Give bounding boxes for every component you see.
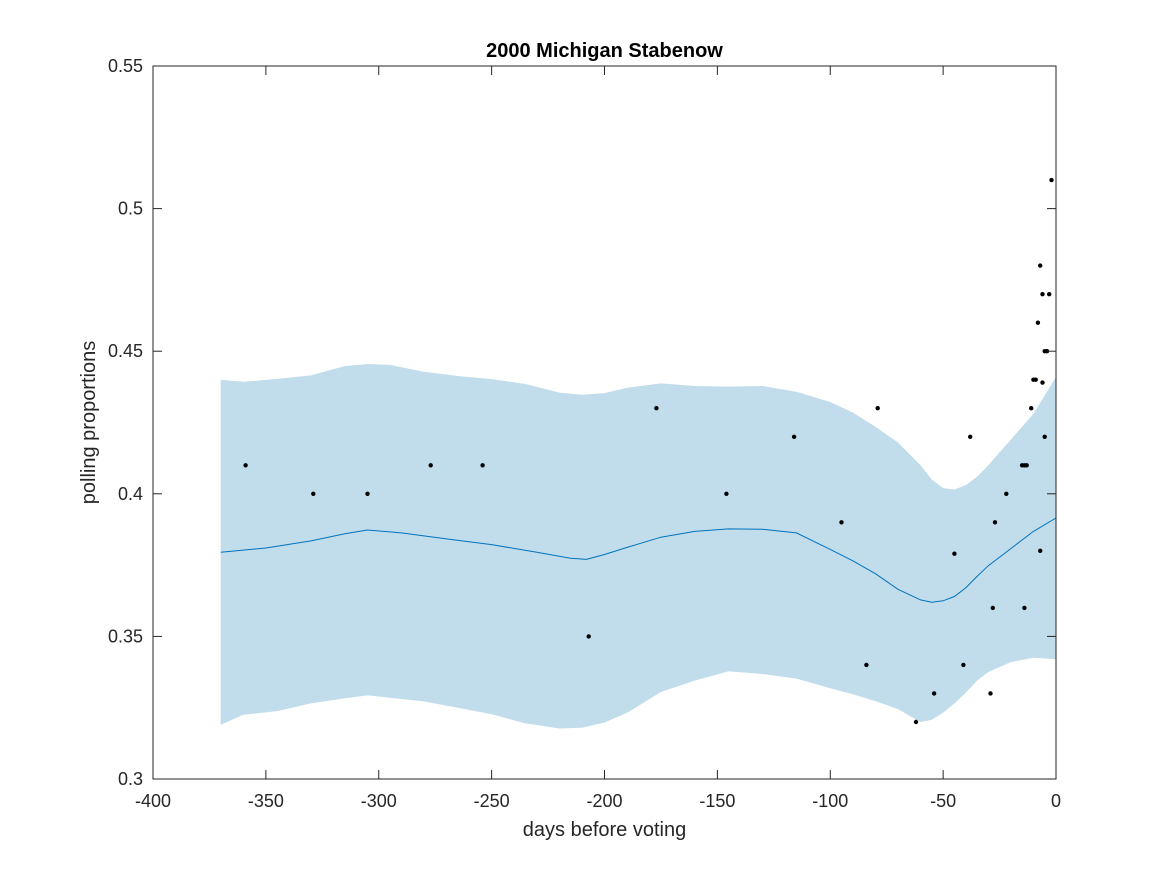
data-point bbox=[1029, 406, 1034, 411]
x-tick-label: -50 bbox=[930, 791, 956, 811]
data-point bbox=[365, 491, 370, 496]
data-point bbox=[992, 520, 998, 525]
y-tick-label: 0.35 bbox=[108, 626, 143, 646]
data-point bbox=[428, 463, 433, 468]
x-tick-label: -350 bbox=[248, 791, 284, 811]
data-point bbox=[1038, 548, 1043, 553]
data-point bbox=[864, 662, 869, 668]
data-point bbox=[968, 434, 973, 439]
y-tick-label: 0.4 bbox=[118, 484, 143, 504]
data-point bbox=[1004, 491, 1009, 496]
trend-line bbox=[220, 517, 1057, 603]
data-point bbox=[1042, 434, 1047, 439]
data-point bbox=[1047, 292, 1052, 297]
x-tick-label: -150 bbox=[699, 791, 735, 811]
y-tick-label: 0.5 bbox=[118, 199, 143, 219]
x-axis-label: days before voting bbox=[523, 819, 686, 841]
data-point bbox=[1040, 380, 1045, 385]
data-point bbox=[1022, 605, 1027, 611]
data-point bbox=[1040, 292, 1045, 297]
data-point bbox=[1038, 263, 1043, 268]
data-point bbox=[311, 491, 316, 496]
y-tick-label: 0.45 bbox=[108, 341, 143, 361]
y-tick-label: 0.3 bbox=[118, 769, 143, 789]
y-tick-label: 0.55 bbox=[108, 56, 143, 76]
x-tick-label: -300 bbox=[361, 791, 397, 811]
ticks: -400 -350 -300 -250 -200 -150 -100 -50 0 0.3 0.35 0… bbox=[108, 56, 1061, 811]
data-point bbox=[1033, 377, 1038, 382]
data-point bbox=[654, 406, 659, 411]
data-point bbox=[1024, 463, 1029, 468]
data-point bbox=[791, 434, 797, 439]
x-tick-label: -200 bbox=[586, 791, 622, 811]
data-point bbox=[1035, 320, 1041, 325]
x-tick-label: -100 bbox=[812, 791, 848, 811]
data-point bbox=[875, 406, 880, 411]
x-tick-label: -400 bbox=[135, 791, 171, 811]
data-point bbox=[243, 463, 248, 468]
data-point bbox=[990, 605, 995, 611]
chart-title: 2000 Michigan Stabenow bbox=[486, 40, 723, 62]
confidence-band bbox=[220, 364, 1056, 729]
data-point bbox=[952, 551, 957, 556]
x-tick-label: -250 bbox=[474, 791, 510, 811]
data-point bbox=[988, 691, 993, 696]
data-point bbox=[961, 662, 966, 668]
x-tick-label: 0 bbox=[1051, 791, 1061, 811]
data-point bbox=[913, 719, 919, 725]
data-point bbox=[1049, 177, 1054, 183]
y-axis-label: polling proportions bbox=[78, 341, 100, 504]
data-point bbox=[586, 634, 591, 639]
data-point bbox=[931, 691, 937, 696]
plot-area bbox=[220, 177, 1057, 729]
data-point bbox=[724, 491, 729, 496]
data-point bbox=[839, 520, 844, 525]
data-point bbox=[480, 463, 485, 468]
